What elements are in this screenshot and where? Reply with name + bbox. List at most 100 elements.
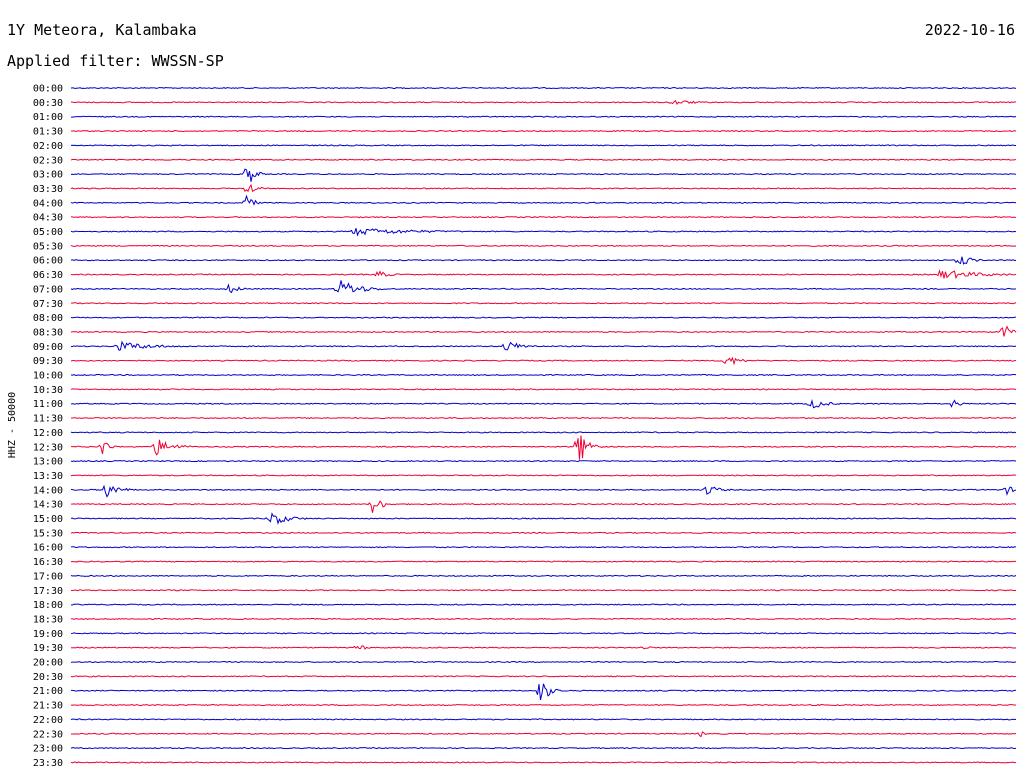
trace-label: 05:30 [33,241,63,252]
trace-label: 12:00 [33,428,63,439]
trace-label: 07:00 [33,284,63,295]
trace-label: 15:30 [33,528,63,539]
seismic-trace [70,560,1017,563]
seismic-trace [70,731,1017,738]
seismic-trace [70,216,1017,219]
trace-label: 02:30 [33,155,63,166]
seismic-trace [70,747,1017,750]
trace-label: 08:00 [33,313,63,324]
trace-label: 18:00 [33,600,63,611]
trace-label: 14:30 [33,500,63,511]
trace-label: 06:00 [33,256,63,267]
seismic-trace [70,144,1017,147]
trace-label: 16:00 [33,543,63,554]
trace-label: 17:00 [33,571,63,582]
trace-label: 13:30 [33,471,63,482]
seismic-trace [70,500,1017,513]
trace-label: 17:30 [33,586,63,597]
seismic-trace [70,417,1017,420]
seismic-trace [70,704,1017,707]
station-title: 1Y Meteora, Kalambaka [7,21,197,39]
trace-label: 00:00 [33,84,63,95]
seismic-trace [70,340,1017,351]
filter-label: Applied filter: WWSSN-SP [7,52,224,70]
trace-label: 18:30 [33,614,63,625]
seismic-trace [70,675,1017,678]
seismic-trace [70,129,1017,133]
trace-label: 00:30 [33,98,63,109]
trace-label: 16:30 [33,557,63,568]
seismic-trace [70,280,1017,294]
seismic-trace [70,325,1017,337]
trace-label: 01:00 [33,112,63,123]
seismic-trace [70,99,1017,106]
seismic-trace [70,632,1017,635]
trace-label: 20:00 [33,658,63,669]
trace-label: 22:00 [33,715,63,726]
seismic-trace [70,460,1017,463]
trace-label: 04:00 [33,198,63,209]
trace-label: 04:30 [33,213,63,224]
seismic-trace [70,158,1017,161]
trace-label: 23:30 [33,758,63,769]
seismic-trace [70,589,1017,592]
date-label: 2022-10-16 [924,21,1015,39]
seismic-trace [70,398,1017,409]
trace-label: 23:00 [33,744,63,755]
seismic-trace [70,316,1017,319]
seismic-trace [70,474,1017,477]
trace-label: 21:00 [33,686,63,697]
trace-label: 13:00 [33,457,63,468]
seismic-trace [70,683,1017,701]
trace-label: 20:30 [33,672,63,683]
trace-label: 06:30 [33,270,63,281]
seismic-trace [70,115,1017,118]
seismic-trace [70,603,1017,606]
seismic-trace [70,356,1017,366]
seismic-trace [70,645,1017,650]
trace-label: 14:00 [33,485,63,496]
trace-label: 08:30 [33,327,63,338]
seismic-trace [70,244,1017,247]
seismic-trace [70,302,1017,305]
trace-label: 03:00 [33,170,63,181]
seismic-trace [70,531,1017,534]
seismic-trace [70,660,1017,664]
trace-label: 01:30 [33,127,63,138]
trace-label: 19:30 [33,643,63,654]
seismic-trace [70,574,1017,577]
seismic-trace [70,373,1017,377]
trace-label: 12:30 [33,442,63,453]
seismic-trace [70,269,1017,280]
trace-label: 07:30 [33,299,63,310]
seismic-trace [70,761,1017,764]
trace-label: 03:30 [33,184,63,195]
trace-label: 10:00 [33,371,63,382]
seismic-trace [70,194,1017,206]
seismic-trace [70,183,1017,193]
trace-label: 09:30 [33,356,63,367]
trace-label: 05:00 [33,227,63,238]
trace-group [70,86,1017,764]
seismic-trace [70,718,1017,721]
trace-label-group: 00:00 00:30 01:00 01:30 02:00 02:30 03:00 03:30… [33,84,63,769]
seismic-trace [70,256,1017,265]
seismic-trace [70,484,1017,498]
seismic-trace [70,228,1017,237]
seismic-trace [70,431,1017,434]
trace-label: 10:30 [33,385,63,396]
seismic-trace [70,86,1017,90]
seismic-trace [70,388,1017,391]
trace-label: 11:00 [33,399,63,410]
seismic-trace [70,168,1017,182]
trace-label: 22:30 [33,729,63,740]
trace-label: 19:00 [33,629,63,640]
seismic-trace [70,512,1017,525]
seismic-trace [70,546,1017,549]
seismic-trace [70,617,1017,621]
trace-label: 21:30 [33,701,63,712]
trace-label: 09:00 [33,342,63,353]
trace-label: 11:30 [33,414,63,425]
seismic-trace [70,435,1017,460]
